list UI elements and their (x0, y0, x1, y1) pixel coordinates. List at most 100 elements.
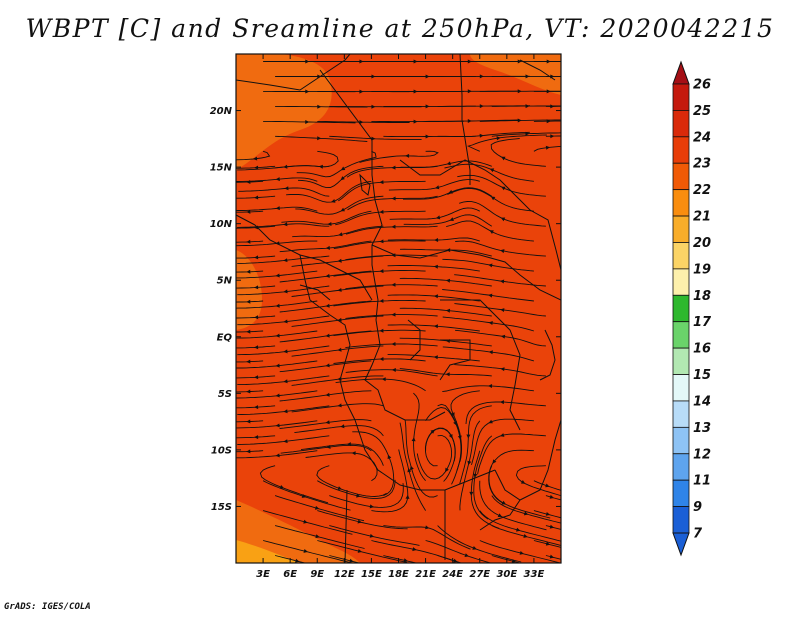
colorbar-label: 11 (693, 474, 711, 489)
lat-tick-label: 10N (210, 219, 233, 230)
streamline-arrow (254, 315, 259, 320)
colorbar-box (672, 506, 690, 534)
streamline-arrow (550, 104, 555, 109)
colorbar-label: 15 (693, 368, 711, 383)
streamline-arrow (425, 134, 430, 139)
streamline-arrow (434, 238, 439, 242)
streamline-arrow (325, 420, 330, 425)
streamline-arrow (305, 59, 310, 64)
streamline-arrow (466, 434, 471, 439)
streamline-arrow (448, 189, 453, 194)
streamline-arrow (317, 136, 322, 141)
streamline-arrow (546, 89, 551, 94)
streamline-arrow (472, 546, 477, 550)
streamline-arrow (283, 439, 288, 444)
streamline-arrow (409, 465, 414, 470)
colorbar-label: 19 (693, 262, 711, 277)
colorbar-box (672, 453, 690, 481)
streamline-arrow (501, 500, 507, 505)
streamline-arrow (337, 317, 342, 322)
colorbar-label: 20 (693, 236, 711, 251)
colorbar-box (672, 479, 690, 507)
colorbar-label: 18 (693, 289, 711, 304)
streamline-arrow (275, 423, 280, 428)
wbpt-warm-patch-northwest (236, 54, 332, 170)
streamline-arrow (246, 329, 251, 334)
streamline-arrows (246, 59, 555, 563)
streamline-arrow (479, 104, 484, 109)
streamline-arrow (369, 533, 375, 538)
streamline-arrow (449, 217, 454, 221)
streamline-arrow (523, 534, 528, 538)
colorbar-label: 12 (693, 447, 711, 462)
streamline-arrow (391, 312, 396, 317)
streamline-arrow (379, 209, 384, 214)
streamline-arrow (379, 328, 384, 333)
lon-tick-label: 6E (283, 569, 297, 580)
streamline-arrow (315, 534, 320, 539)
streamline-arrow (391, 368, 396, 372)
streamline-arrow (340, 166, 346, 171)
streamline-arrow (445, 308, 451, 313)
streamline-arrow (275, 453, 280, 458)
streamline-arrow (279, 485, 285, 489)
streamline-arrow (488, 293, 493, 298)
lat-tick-label: EQ (217, 332, 233, 343)
wbpt-warm-patch-northeast (470, 54, 561, 95)
streamline-arrow (283, 319, 288, 324)
streamline-arrow (254, 195, 259, 200)
streamline-arrow (545, 483, 550, 488)
streamline-arrow (283, 164, 288, 169)
streamline-arrow (488, 321, 493, 325)
streamline-arrow (457, 435, 462, 440)
streamline-arrow (490, 196, 496, 201)
colorbar-top-arrow (672, 60, 690, 85)
streamline-arrow (246, 299, 251, 304)
streamline-arrow (325, 273, 330, 278)
streamline-arrow (546, 119, 551, 124)
lon-tick-label: 15E (361, 569, 382, 580)
lon-tick-label: 33E (524, 569, 545, 580)
streamline-arrow (351, 451, 356, 456)
streamline-arrow (500, 279, 505, 284)
lon-tick-label: 30E (496, 569, 517, 580)
streamline-arrow (275, 206, 280, 211)
streamline-arrow (283, 222, 288, 227)
latitude-axis: 20N 15N 10N 5N EQ 5S 10S 15S (210, 106, 561, 513)
streamline-arrow (500, 367, 505, 372)
streamline-arrow (340, 176, 345, 181)
streamline-arrow (425, 104, 430, 109)
longitude-axis: 3E 6E 9E 12E 15E 18E 21E 24E 27E 30E 33E (256, 54, 544, 580)
streamline-arrow (381, 377, 386, 382)
streamline-arrow (519, 551, 524, 555)
streamline-arrow (445, 467, 449, 473)
streamline-arrow (411, 437, 416, 442)
streamline-arrow (246, 419, 251, 424)
colorbar-box (672, 294, 690, 323)
streamline-arrow (254, 435, 259, 440)
lon-tick-label: 27E (469, 569, 490, 580)
streamline-arrow (467, 460, 472, 466)
streamline-arrow (500, 433, 505, 437)
colorbar-box (672, 136, 690, 164)
streamline-arrow (246, 180, 251, 184)
streamline-arrow (517, 118, 522, 123)
streamline-arrow (413, 59, 418, 64)
streamline-arrow (325, 333, 330, 338)
streamline-arrow (317, 104, 322, 109)
streamline-arrow (359, 120, 364, 125)
streamline-arrow (546, 59, 551, 64)
streamline-arrow (425, 74, 430, 79)
streamline-arrow (303, 549, 308, 553)
streamline-arrow (337, 403, 342, 408)
streamline-arrow (523, 511, 529, 516)
wbpt-warm-patch-west (236, 250, 262, 330)
colorbar-label: 26 (693, 78, 711, 93)
streamline-arrow (346, 442, 351, 447)
streamline-arrow (525, 74, 530, 79)
streamline-arrow (254, 165, 259, 170)
streamline-arrow (488, 419, 493, 424)
streamline-arrow (405, 153, 410, 158)
streamline-arrow (246, 359, 251, 364)
